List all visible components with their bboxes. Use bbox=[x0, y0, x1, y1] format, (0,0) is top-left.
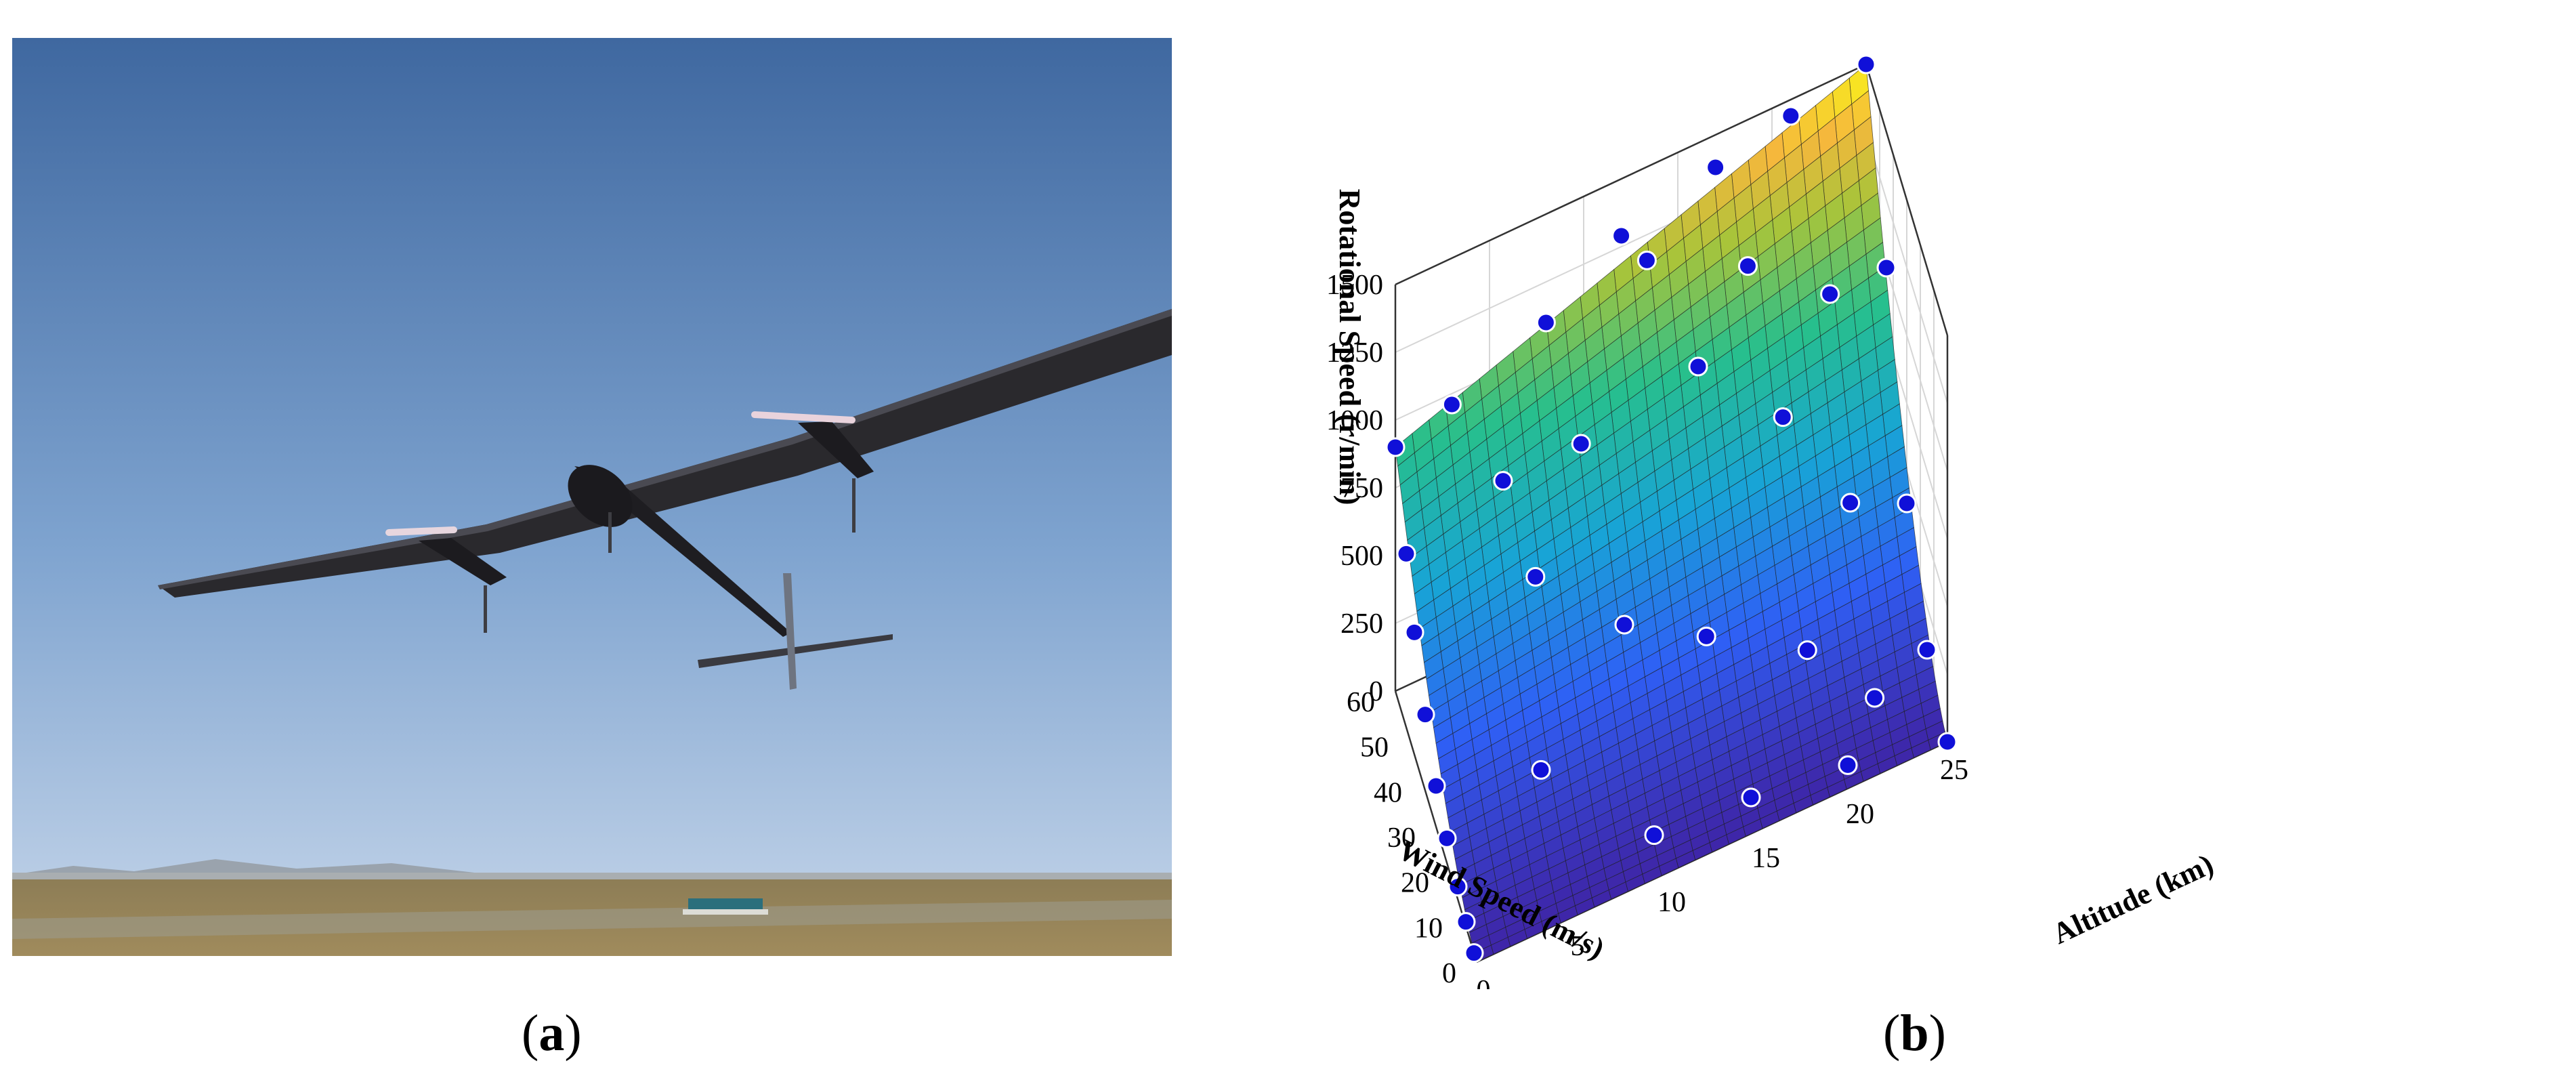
solar-aircraft-photo bbox=[12, 38, 1172, 956]
fuselage-pod bbox=[568, 465, 633, 527]
vertical-tail bbox=[783, 573, 797, 690]
data-point bbox=[1404, 622, 1424, 642]
x-tick-label: 5 bbox=[1571, 931, 1585, 962]
data-point bbox=[1385, 437, 1406, 457]
caption-a-letter: a bbox=[539, 1005, 565, 1062]
data-point bbox=[1706, 157, 1726, 178]
tick-labels: 0250500750100012501500010203040506005101… bbox=[1326, 270, 1968, 1006]
data-points bbox=[1385, 54, 1958, 963]
caption-b: (b) bbox=[1883, 1004, 1946, 1063]
data-point bbox=[1525, 566, 1546, 587]
data-point bbox=[1464, 943, 1484, 963]
data-point bbox=[1876, 257, 1897, 278]
horizon-haze bbox=[12, 873, 1172, 881]
data-point bbox=[1426, 776, 1446, 796]
runway bbox=[12, 900, 1172, 939]
z-axis-label: Rotational Speed (r/min) bbox=[1333, 189, 1366, 505]
data-point bbox=[1696, 626, 1716, 646]
data-point bbox=[1781, 106, 1801, 126]
z-tick-label: 1500 bbox=[1326, 270, 1383, 301]
data-point bbox=[1448, 877, 1468, 897]
x-axis-label: Altitude (km) bbox=[2048, 848, 2218, 951]
data-point bbox=[1456, 912, 1476, 932]
data-point bbox=[1611, 226, 1632, 246]
data-point bbox=[1741, 787, 1761, 808]
y-tick-label: 0 bbox=[1442, 958, 1456, 989]
caption-a: (a) bbox=[522, 1004, 582, 1063]
data-point bbox=[1637, 250, 1657, 270]
data-point bbox=[1897, 493, 1917, 514]
aircraft bbox=[158, 309, 1172, 690]
y-tick-label: 40 bbox=[1374, 777, 1402, 808]
hangar-base bbox=[683, 909, 768, 915]
hangar bbox=[688, 898, 763, 911]
data-point bbox=[1644, 825, 1664, 846]
data-point bbox=[1441, 394, 1462, 415]
y-tick-label: 10 bbox=[1414, 913, 1443, 944]
caption-a-close: ) bbox=[564, 1005, 582, 1062]
data-point bbox=[1820, 284, 1840, 304]
z-tick-label: 750 bbox=[1340, 473, 1383, 504]
y-tick-label: 60 bbox=[1347, 687, 1375, 718]
left-landing-gear bbox=[484, 585, 487, 633]
caption-b-close: ) bbox=[1928, 1005, 1946, 1062]
data-point bbox=[1571, 434, 1591, 454]
data-point bbox=[1493, 471, 1513, 491]
x-tick-label: 0 bbox=[1477, 975, 1491, 989]
data-point bbox=[1838, 755, 1858, 775]
data-point bbox=[1415, 705, 1435, 725]
data-point bbox=[1536, 312, 1556, 333]
data-point bbox=[1797, 640, 1817, 661]
surface-chart: 0250500750100012501500010203040506005101… bbox=[1219, 0, 2574, 1006]
data-point bbox=[1856, 54, 1876, 75]
y-tick-label: 30 bbox=[1387, 823, 1416, 854]
data-point bbox=[1396, 543, 1416, 564]
x-tick-label: 10 bbox=[1657, 887, 1686, 918]
right-landing-gear bbox=[852, 478, 856, 533]
caption-b-letter: b bbox=[1900, 1005, 1929, 1062]
right-nacelle bbox=[798, 421, 874, 478]
z-tick-label: 1000 bbox=[1326, 405, 1383, 436]
data-point bbox=[1437, 828, 1457, 848]
x-tick-label: 15 bbox=[1752, 843, 1780, 874]
z-tick-label: 1250 bbox=[1326, 337, 1383, 369]
center-landing-gear bbox=[608, 512, 612, 553]
axis-edge bbox=[1395, 63, 1867, 286]
data-point bbox=[1937, 732, 1958, 752]
data-point bbox=[1688, 356, 1708, 377]
y-tick-label: 50 bbox=[1360, 732, 1389, 764]
x-tick-label: 25 bbox=[1940, 755, 1968, 786]
data-point bbox=[1614, 615, 1634, 635]
data-point bbox=[1531, 760, 1551, 780]
data-point bbox=[1917, 640, 1937, 660]
photo-canvas bbox=[12, 38, 1172, 956]
left-propeller bbox=[385, 526, 457, 536]
x-tick-label: 20 bbox=[1846, 799, 1874, 830]
right-propeller bbox=[751, 411, 856, 423]
left-nacelle bbox=[419, 538, 507, 585]
z-tick-label: 250 bbox=[1340, 608, 1383, 640]
data-point bbox=[1840, 493, 1861, 513]
axis-edge bbox=[1865, 64, 1949, 336]
surface bbox=[1395, 64, 1948, 963]
surface-chart-svg: 0250500750100012501500010203040506005101… bbox=[1326, 54, 2218, 1006]
caption-a-open: ( bbox=[522, 1005, 539, 1062]
data-point bbox=[1865, 688, 1885, 708]
horizontal-tail bbox=[698, 634, 893, 668]
data-point bbox=[1737, 256, 1758, 276]
z-tick-label: 500 bbox=[1340, 541, 1383, 572]
data-point bbox=[1773, 407, 1793, 428]
z-tick-label: 0 bbox=[1369, 676, 1383, 707]
caption-b-open: ( bbox=[1883, 1005, 1901, 1062]
y-tick-label: 20 bbox=[1401, 868, 1429, 899]
